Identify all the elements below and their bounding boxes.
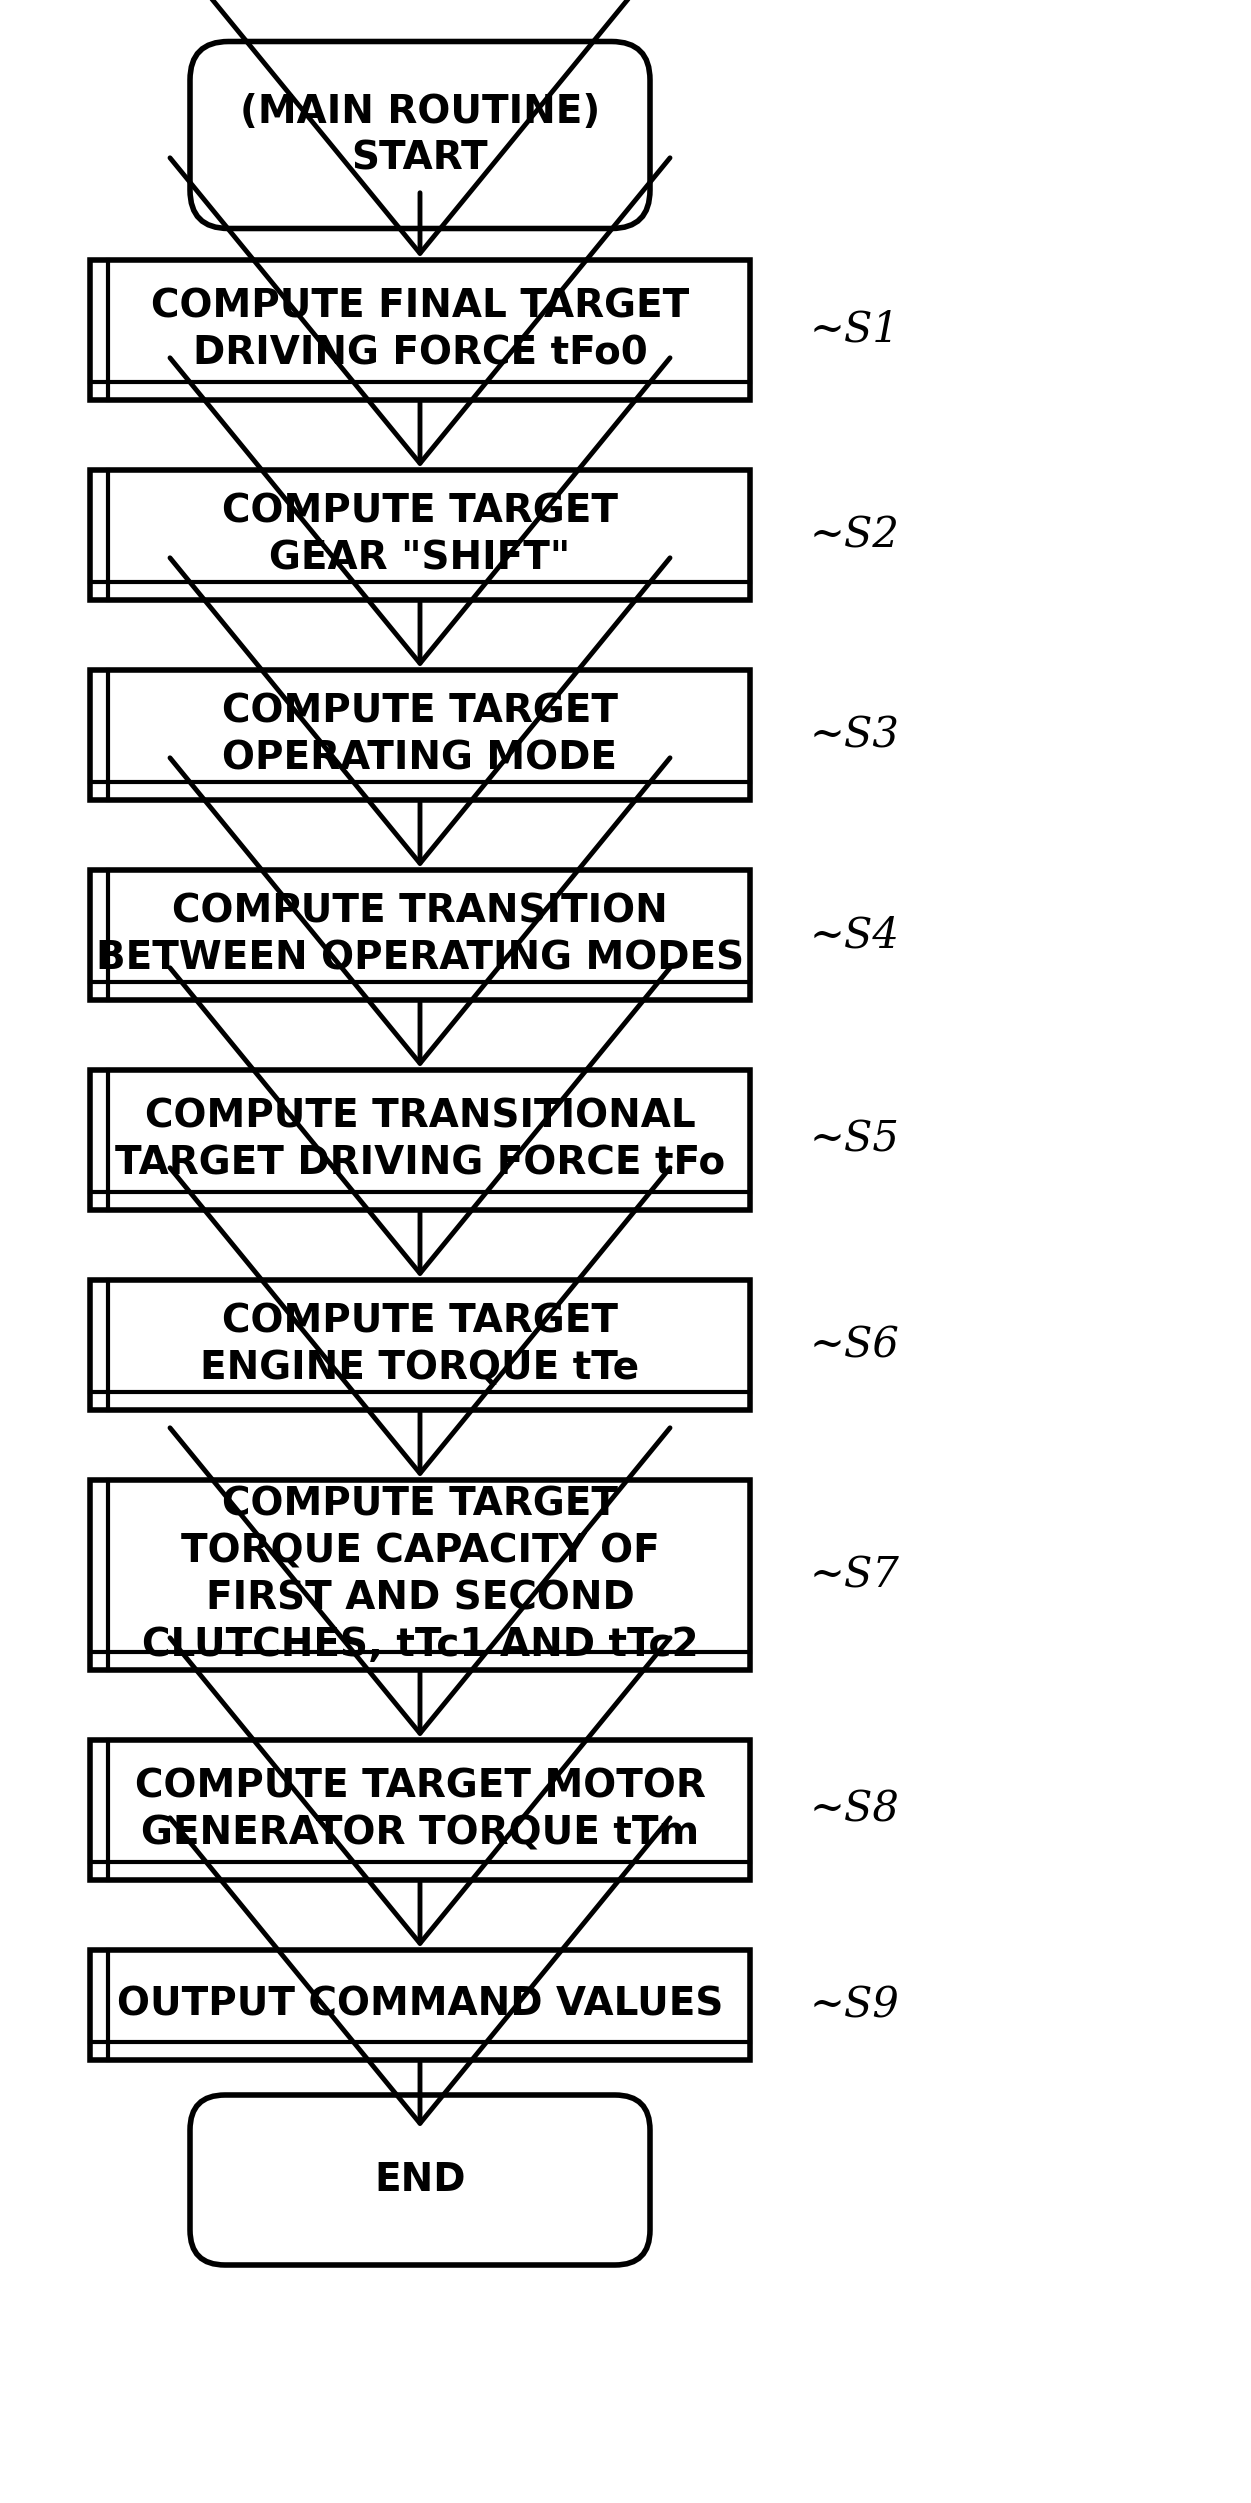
- Bar: [90, 260, 751, 400]
- Bar: [90, 1479, 751, 1670]
- Text: (MAIN ROUTINE)
START: (MAIN ROUTINE) START: [240, 93, 600, 178]
- Bar: [90, 1950, 751, 2060]
- Bar: [90, 1069, 751, 1209]
- Text: ~S5: ~S5: [809, 1119, 899, 1161]
- Bar: [90, 1279, 751, 1409]
- Text: ~S6: ~S6: [809, 1324, 899, 1367]
- Text: ~S2: ~S2: [809, 513, 899, 556]
- Text: ~S8: ~S8: [809, 1790, 899, 1832]
- Text: COMPUTE TARGET MOTOR
GENERATOR TORQUE tTm: COMPUTE TARGET MOTOR GENERATOR TORQUE tT…: [135, 1767, 706, 1852]
- Text: COMPUTE TRANSITIONAL
TARGET DRIVING FORCE tFo: COMPUTE TRANSITIONAL TARGET DRIVING FORC…: [115, 1096, 726, 1181]
- Text: ~S1: ~S1: [809, 308, 899, 350]
- Text: ~S3: ~S3: [809, 713, 899, 756]
- Text: ~S4: ~S4: [809, 914, 899, 956]
- Text: COMPUTE FINAL TARGET
DRIVING FORCE tFo0: COMPUTE FINAL TARGET DRIVING FORCE tFo0: [151, 288, 689, 373]
- Bar: [90, 1740, 751, 1880]
- Bar: [90, 471, 751, 601]
- Bar: [90, 871, 751, 1001]
- Text: COMPUTE TARGET
GEAR "SHIFT": COMPUTE TARGET GEAR "SHIFT": [221, 493, 618, 578]
- Bar: [90, 671, 751, 801]
- Text: COMPUTE TARGET
OPERATING MODE: COMPUTE TARGET OPERATING MODE: [221, 693, 618, 778]
- Text: ~S9: ~S9: [809, 1985, 899, 2025]
- Text: ~S7: ~S7: [809, 1554, 899, 1597]
- Text: COMPUTE TARGET
ENGINE TORQUE tTe: COMPUTE TARGET ENGINE TORQUE tTe: [200, 1302, 639, 1387]
- FancyBboxPatch shape: [190, 2095, 651, 2265]
- Text: OUTPUT COMMAND VALUES: OUTPUT COMMAND VALUES: [116, 1985, 723, 2025]
- Text: END: END: [374, 2160, 465, 2200]
- FancyBboxPatch shape: [190, 43, 651, 228]
- Text: COMPUTE TRANSITION
BETWEEN OPERATING MODES: COMPUTE TRANSITION BETWEEN OPERATING MOD…: [96, 894, 744, 979]
- Text: COMPUTE TARGET
TORQUE CAPACITY OF
FIRST AND SECOND
CLUTCHES, tTc1 AND tTc2: COMPUTE TARGET TORQUE CAPACITY OF FIRST …: [141, 1484, 698, 1664]
